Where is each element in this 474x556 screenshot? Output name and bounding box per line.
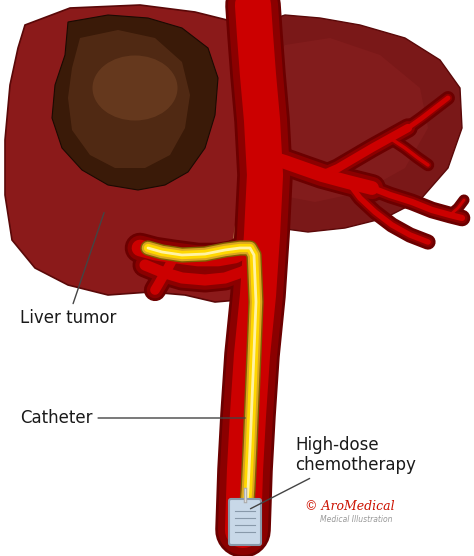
Text: Catheter: Catheter <box>20 409 245 427</box>
Ellipse shape <box>92 56 177 121</box>
Text: High-dose
chemotherapy: High-dose chemotherapy <box>250 435 416 509</box>
Polygon shape <box>52 15 218 190</box>
FancyBboxPatch shape <box>229 499 261 545</box>
Polygon shape <box>68 30 190 168</box>
Polygon shape <box>5 5 262 302</box>
Polygon shape <box>248 15 462 232</box>
Polygon shape <box>255 38 428 202</box>
Polygon shape <box>232 160 260 270</box>
Text: © AroMedical: © AroMedical <box>305 500 395 514</box>
Text: Liver tumor: Liver tumor <box>20 212 117 327</box>
Text: Medical Illustration: Medical Illustration <box>320 515 392 524</box>
